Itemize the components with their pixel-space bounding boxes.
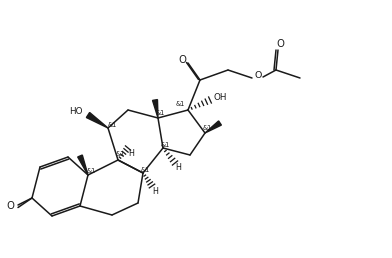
Text: &1: &1	[140, 167, 150, 173]
Text: H: H	[152, 187, 158, 196]
Text: H: H	[128, 149, 134, 157]
Text: HO: HO	[69, 107, 83, 116]
Text: &1: &1	[202, 125, 212, 131]
Polygon shape	[86, 112, 108, 128]
Text: &1: &1	[86, 168, 96, 174]
Text: &1: &1	[155, 110, 165, 116]
Text: &1: &1	[160, 142, 170, 148]
Polygon shape	[152, 100, 158, 118]
Polygon shape	[78, 155, 88, 175]
Text: O: O	[178, 55, 186, 65]
Polygon shape	[205, 121, 221, 133]
Text: &1: &1	[175, 101, 185, 107]
Text: O: O	[276, 39, 284, 49]
Text: O: O	[6, 201, 14, 211]
Text: &1: &1	[107, 122, 117, 128]
Text: O: O	[254, 70, 262, 79]
Text: H: H	[175, 164, 181, 173]
Text: &1: &1	[115, 151, 125, 157]
Text: OH: OH	[213, 93, 227, 102]
